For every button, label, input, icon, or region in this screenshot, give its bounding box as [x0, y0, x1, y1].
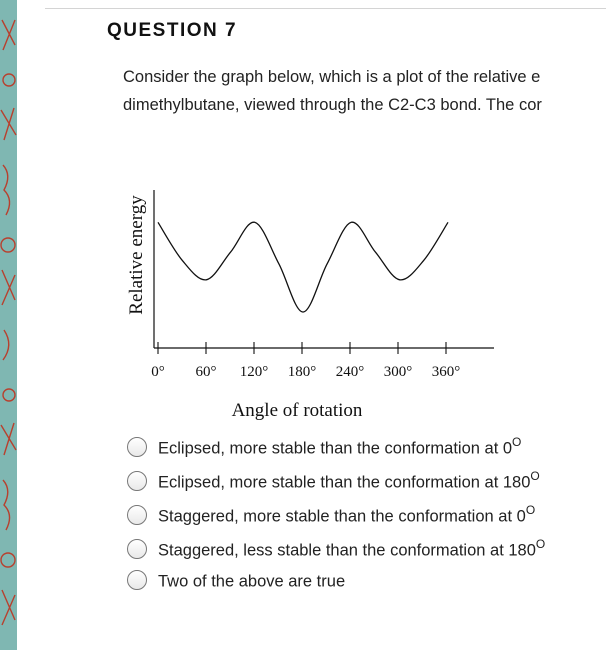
question-title: QUESTION 7: [107, 20, 238, 41]
x-axis-label: Angle of rotation: [232, 400, 363, 421]
question-text-line-2: dimethylbutane, viewed through the C2-C3…: [123, 96, 542, 114]
x-tick-label: 60°: [196, 364, 217, 380]
option-label: Staggered, more stable than the conforma…: [158, 502, 536, 526]
answer-options: Eclipsed, more stable than the conformat…: [127, 430, 606, 594]
strip-pattern-icon: [0, 19, 17, 626]
x-tick-label: 0°: [151, 364, 165, 380]
option-label: Two of the above are true: [158, 572, 346, 591]
radio-button[interactable]: [127, 471, 147, 491]
decorative-side-strip: [0, 0, 17, 650]
option-1[interactable]: Eclipsed, more stable than the conformat…: [127, 430, 606, 464]
x-tick-label: 240°: [336, 364, 365, 380]
radio-button[interactable]: [127, 505, 147, 525]
top-divider: [45, 8, 606, 9]
option-label: Eclipsed, more stable than the conformat…: [158, 434, 522, 458]
option-2[interactable]: Eclipsed, more stable than the conformat…: [127, 464, 606, 498]
radio-button[interactable]: [127, 539, 147, 559]
option-3[interactable]: Staggered, more stable than the conforma…: [127, 498, 606, 532]
question-text-line-1: Consider the graph below, which is a plo…: [123, 68, 541, 86]
x-tick-label: 120°: [240, 364, 269, 380]
radio-button[interactable]: [127, 570, 147, 590]
x-tick-label: 300°: [384, 364, 413, 380]
x-tick-label: 180°: [288, 364, 317, 380]
energy-graph: Relative energy 0° 60° 120° 180° 240° 300° 360…: [126, 190, 494, 421]
option-4[interactable]: Staggered, less stable than the conforma…: [127, 532, 606, 566]
y-axis-label: Relative energy: [126, 195, 147, 315]
energy-curve: [157, 221, 449, 313]
radio-button[interactable]: [127, 437, 147, 457]
option-label: Eclipsed, more stable than the conformat…: [158, 468, 540, 492]
option-label: Staggered, less stable than the conforma…: [158, 536, 546, 560]
option-5[interactable]: Two of the above are true: [127, 566, 606, 594]
x-tick-label: 360°: [432, 364, 461, 380]
